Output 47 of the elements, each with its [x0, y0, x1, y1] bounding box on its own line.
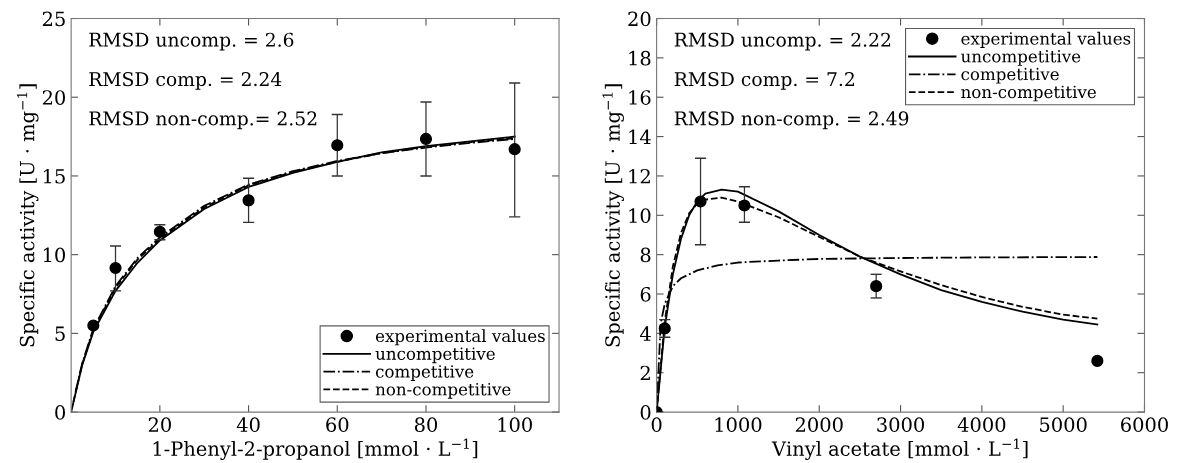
- legend-label: non-competitive: [961, 85, 1096, 102]
- y-tick-label: 0: [640, 405, 651, 420]
- x-tick-label: 60: [326, 417, 349, 432]
- y-tick-label: 0: [55, 405, 66, 420]
- legend-label: experimental values: [375, 329, 545, 346]
- x-axis-title: 1-Phenyl-2-propanol [mmol · L$^{−1}$]: [153, 438, 478, 461]
- annotation: RMSD uncomp. = 2.6: [89, 32, 294, 51]
- x-tick-label: 3000: [877, 417, 924, 432]
- legend-label: competitive: [375, 365, 474, 381]
- x-tick-label: 100: [498, 417, 532, 432]
- annotation: RMSD uncomp. = 2.22: [674, 32, 891, 51]
- legend-label: uncompetitive: [961, 50, 1081, 66]
- x-tick-label: 5000: [1040, 417, 1087, 432]
- y-tick-label: 4: [639, 326, 651, 341]
- x-tick-label: 20: [148, 417, 171, 432]
- y-tick-label: 15: [43, 168, 65, 184]
- y-tick-label: 2: [640, 365, 650, 381]
- annotation: RMSD non-comp.= 2.52: [89, 111, 317, 130]
- y-axis-title: Specific activity [U · mg$^{−1}$]: [602, 84, 624, 347]
- y-axis-title: Specific activity [U · mg$^{−1}$]: [17, 84, 39, 347]
- y-tick-label: 18: [629, 50, 651, 66]
- legend-label: competitive: [961, 67, 1059, 84]
- y-tick-label: 16: [629, 90, 651, 105]
- y-tick-label: 12: [629, 168, 650, 184]
- x-tick-label: 4000: [957, 417, 1006, 432]
- x-tick-label: 1000: [715, 417, 762, 432]
- y-tick-label: 20: [42, 90, 66, 105]
- y-tick-label: 5: [55, 326, 65, 342]
- x-axis-title: Vinyl acetate [mmol · L$^{−1}$]: [771, 438, 1028, 461]
- y-tick-label: 14: [629, 129, 651, 144]
- x-tick-label: 0: [651, 417, 662, 432]
- x-tick-label: 80: [414, 417, 438, 432]
- y-tick-label: 20: [628, 11, 651, 27]
- legend-label: experimental values: [961, 31, 1131, 48]
- annotation: RMSD comp. = 2.24: [89, 71, 282, 90]
- y-tick-label: 6: [640, 286, 651, 302]
- y-tick-label: 10: [629, 208, 651, 223]
- y-tick-label: 8: [640, 247, 651, 263]
- y-tick-label: 10: [43, 247, 66, 263]
- x-tick-label: 40: [236, 417, 260, 432]
- legend-label: non-competitive: [375, 383, 511, 399]
- x-tick-label: 6000: [1121, 417, 1168, 432]
- x-tick-label: 2000: [795, 417, 843, 432]
- annotation: RMSD non-comp. = 2.49: [674, 111, 909, 130]
- annotation: RMSD comp. = 7.2: [674, 71, 854, 90]
- legend-label: uncompetitive: [375, 347, 495, 364]
- y-tick-label: 25: [42, 11, 65, 27]
